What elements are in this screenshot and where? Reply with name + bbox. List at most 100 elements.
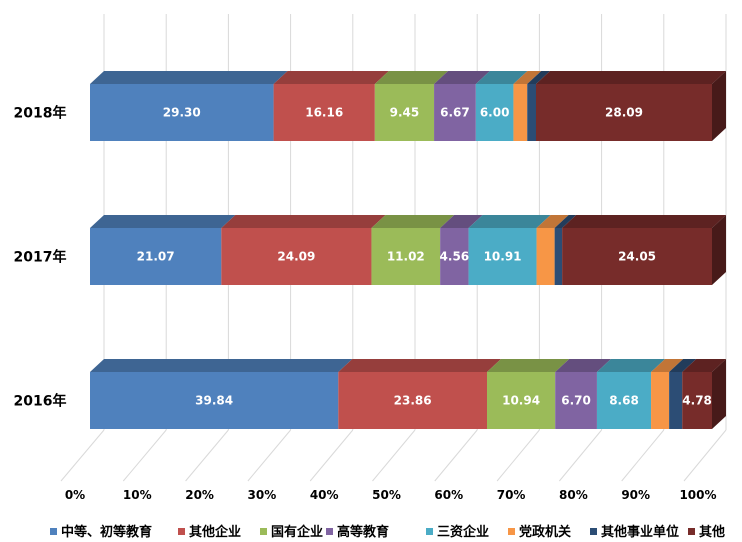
data-label: 10.91 — [484, 250, 522, 264]
legend-swatch — [260, 528, 267, 535]
bar-top-face — [338, 359, 502, 372]
legend-label: 其他企业 — [189, 524, 241, 540]
bar-segment: 6.70 — [555, 359, 611, 429]
data-label: 24.09 — [277, 250, 315, 264]
legend-label: 其他事业单位 — [601, 524, 679, 540]
bar-segment: 28.09 — [535, 71, 726, 141]
data-label: 21.07 — [137, 250, 175, 264]
bar-top-face — [554, 215, 577, 228]
legend-label: 高等教育 — [337, 524, 389, 540]
x-tick-label: 20% — [185, 488, 214, 502]
legend-label: 中等、初等教育 — [61, 524, 152, 540]
bar-top-face — [487, 359, 570, 372]
bar-top-face — [596, 359, 666, 372]
x-tick-label: 0% — [65, 488, 85, 502]
legend-swatch — [326, 528, 333, 535]
floor-line — [309, 429, 354, 482]
bar-segment — [651, 359, 684, 429]
category-label: 2017年 — [14, 249, 67, 266]
data-label: 8.68 — [609, 394, 639, 408]
bar-front-face — [555, 372, 597, 429]
x-tick-label: 30% — [248, 488, 277, 502]
bar-segment: 4.78 — [682, 359, 726, 429]
data-label: 6.67 — [440, 106, 470, 120]
bar-top-face — [555, 359, 611, 372]
bar-front-face — [221, 228, 372, 285]
bar-segment: 9.45 — [374, 71, 449, 141]
data-label: 39.84 — [195, 394, 233, 408]
legend-label: 其他 — [699, 524, 725, 540]
legend-label: 国有企业 — [271, 524, 323, 540]
bar-top-face — [90, 215, 236, 228]
data-label: 11.02 — [387, 250, 425, 264]
bar-top-face — [535, 71, 726, 84]
bar-front-face — [374, 84, 435, 141]
floor-line — [683, 429, 727, 482]
x-tick-labels: 0% 10% 20% 30% 40% 50% 60% 70% 80% 90% 100% — [65, 488, 717, 502]
x-tick-label: 50% — [372, 488, 401, 502]
bar-segment: 6.67 — [434, 71, 490, 141]
data-label: 6.00 — [480, 106, 510, 120]
floor-line — [621, 429, 665, 482]
bar-top-face — [536, 215, 569, 228]
bar-front-face — [536, 228, 555, 285]
bars: 29.30 16.16 9.45 6.67 6.00 28.09 21.07 24.09 11.… — [90, 71, 726, 429]
data-label: 9.45 — [390, 106, 420, 120]
bar-segment: 6.00 — [475, 71, 528, 141]
bar-front-face — [554, 228, 563, 285]
bar-top-face — [562, 215, 726, 228]
bar-top-face — [273, 71, 389, 84]
data-label: 4.78 — [682, 394, 712, 408]
data-label: 10.94 — [502, 394, 540, 408]
chart-floor — [60, 429, 727, 482]
bar-top-face — [475, 71, 528, 84]
bar-top-face — [371, 215, 455, 228]
floor-line — [247, 429, 291, 482]
bar-top-face — [440, 215, 483, 228]
bar-front-face — [475, 84, 514, 141]
bar-top-face — [468, 215, 551, 228]
bar-segment: 39.84 — [90, 359, 353, 429]
x-tick-label: 100% — [679, 488, 716, 502]
bar-front-face — [562, 228, 712, 285]
bar-top-face — [513, 71, 542, 84]
bar-front-face — [527, 84, 536, 141]
bar-top-face — [669, 359, 697, 372]
bar-segment: 4.56 — [440, 215, 483, 285]
category-label: 2018年 — [14, 105, 67, 122]
bar-segment: 29.30 — [90, 71, 288, 141]
bar-front-face — [487, 372, 556, 429]
bar-top-face — [90, 359, 353, 372]
floor-line — [434, 429, 478, 482]
bar-top-face — [651, 359, 684, 372]
bar-front-face — [513, 84, 528, 141]
bar-side-face — [712, 215, 726, 285]
bar-top-face — [90, 71, 288, 84]
bar-segment: 24.09 — [221, 215, 386, 285]
legend: 中等、初等教育 其他企业 国有企业 高等教育 三资企业 党政机关 其他事业单位 其他 — [50, 524, 725, 540]
floor-line — [60, 429, 105, 482]
legend-swatch — [688, 528, 695, 535]
floor-line — [559, 429, 602, 482]
bar-segment: 11.02 — [371, 215, 455, 285]
bar-segment: 24.05 — [562, 215, 726, 285]
legend-swatch — [426, 528, 433, 535]
bar-front-face — [596, 372, 652, 429]
bar-front-face — [468, 228, 537, 285]
category-labels: 2018年 2017年 2016年 — [14, 105, 67, 410]
legend-label: 党政机关 — [519, 524, 571, 540]
bar-front-face — [273, 84, 375, 141]
floor-line — [496, 429, 540, 482]
bar-segment: 10.91 — [468, 215, 551, 285]
x-tick-label: 40% — [310, 488, 339, 502]
bar-front-face — [669, 372, 683, 429]
x-tick-label: 70% — [497, 488, 526, 502]
bar-front-face — [90, 372, 339, 429]
bar-segment — [669, 359, 697, 429]
x-tick-label: 80% — [559, 488, 588, 502]
bar-front-face — [440, 228, 469, 285]
bar-segment: 21.07 — [90, 215, 236, 285]
x-tick-label: 60% — [434, 488, 463, 502]
bar-front-face — [90, 84, 274, 141]
